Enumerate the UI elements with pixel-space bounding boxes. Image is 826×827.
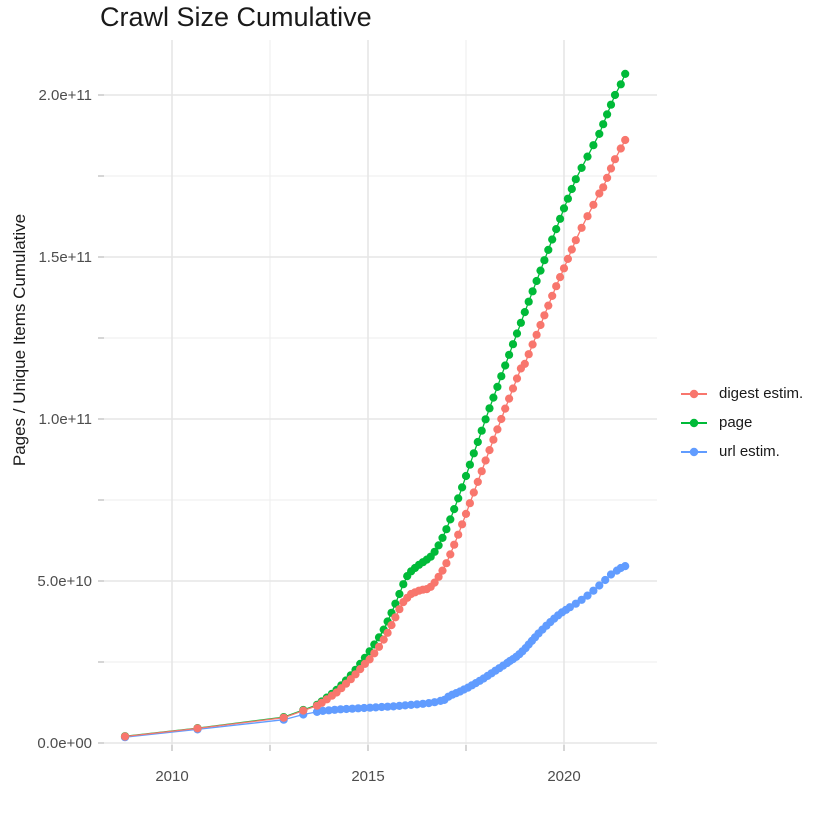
series-digest-estim <box>120 135 630 741</box>
legend-label-url: url estim. <box>719 443 780 460</box>
chart-title: Crawl Size Cumulative <box>100 2 372 32</box>
series-url-estim <box>120 562 630 742</box>
legend-item-url-estim: url estim. <box>681 437 803 466</box>
y-tick-label: 5.0e+10 <box>37 573 92 590</box>
x-tick-label: 2020 <box>547 768 580 785</box>
legend-key-page-icon <box>681 418 707 427</box>
legend-item-page: page <box>681 408 803 437</box>
series-page <box>120 69 630 741</box>
legend-label-digest: digest estim. <box>719 385 804 402</box>
legend-item-digest-estim: digest estim. <box>681 379 803 408</box>
y-tick-label: 2.0e+11 <box>38 87 92 104</box>
legend-key-url-icon <box>681 447 707 456</box>
x-tick-label: 2010 <box>155 768 188 785</box>
x-tick-label: 2015 <box>351 768 384 785</box>
legend: digest estim. page url estim. <box>681 379 803 466</box>
y-tick-label: 0.0e+00 <box>37 735 92 752</box>
legend-key-digest-icon <box>681 389 707 398</box>
y-tick-label: 1.5e+11 <box>38 249 92 266</box>
y-tick-label: 1.0e+11 <box>38 411 92 428</box>
legend-label-page: page <box>719 414 753 431</box>
